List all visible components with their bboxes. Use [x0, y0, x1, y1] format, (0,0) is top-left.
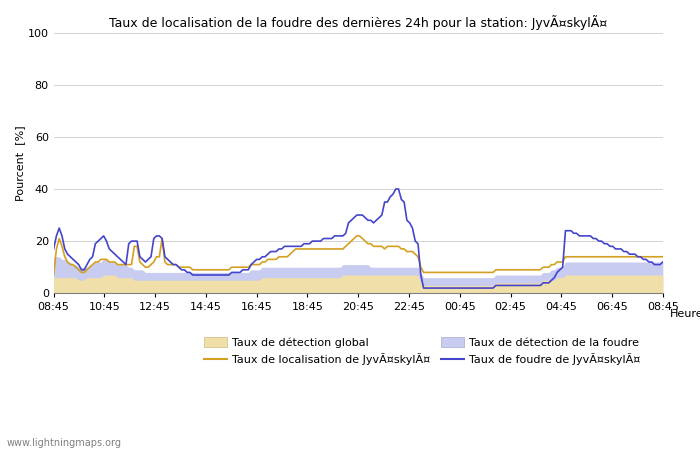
X-axis label: Heure: Heure: [671, 309, 700, 319]
Title: Taux de localisation de la foudre des dernières 24h pour la station: JyvÃ¤skylÃ¤: Taux de localisation de la foudre des de…: [109, 15, 608, 30]
Text: www.lightningmaps.org: www.lightningmaps.org: [7, 438, 122, 448]
Legend: Taux de détection global, Taux de localisation de JyvÃ¤skylÃ¤, Taux de détection: Taux de détection global, Taux de locali…: [200, 333, 645, 370]
Y-axis label: Pourcent  [%]: Pourcent [%]: [15, 125, 25, 201]
